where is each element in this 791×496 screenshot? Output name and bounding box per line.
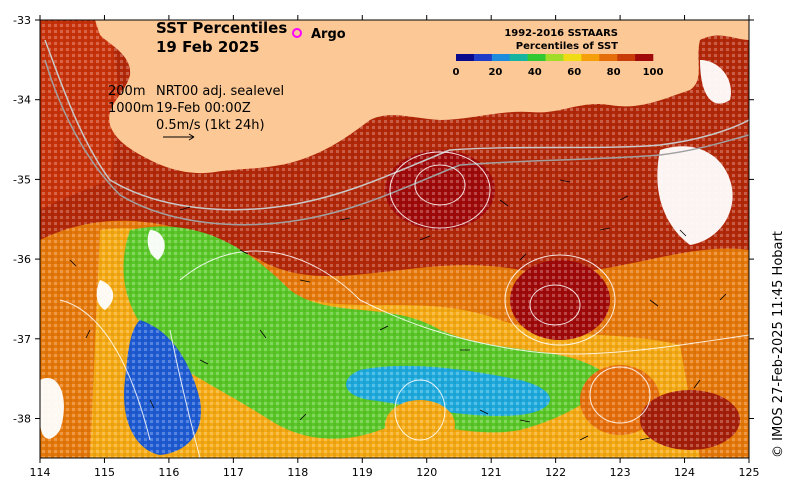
- colorbar-swatch: [527, 54, 546, 61]
- x-tick-label: 121: [481, 466, 502, 479]
- argo-marker-icon: [292, 28, 302, 38]
- plot-frame: [39, 19, 750, 459]
- x-tick-label: 123: [610, 466, 631, 479]
- colorbar-tick-label: 100: [643, 67, 664, 78]
- colorbar-swatch: [635, 54, 654, 61]
- y-tick-label: -37: [13, 333, 31, 346]
- x-axis: 114 115 116 117 118 119 120 121 122 123 124 125: [30, 15, 760, 479]
- legend-sealevel: NRT00 adj. sealevel: [156, 84, 284, 99]
- colorbar-tick-label: 20: [488, 67, 502, 78]
- y-axis: -33 -34 -35 -36 -37 -38: [13, 14, 754, 426]
- legend-time: 19-Feb 00:00Z: [156, 101, 251, 116]
- colorbar-tick-label: 40: [528, 67, 542, 78]
- argo-label: Argo: [311, 27, 346, 42]
- colorbar: 0 20 40 60 80 100: [453, 54, 664, 78]
- colorbar-title-1: 1992-2016 SSTAARS: [504, 28, 618, 39]
- x-tick-label: 120: [416, 466, 437, 479]
- sst-field: [40, 20, 749, 458]
- colorbar-swatch: [509, 54, 528, 61]
- colorbar-tick-label: 60: [567, 67, 581, 78]
- x-tick-label: 114: [30, 466, 51, 479]
- x-tick-label: 118: [287, 466, 308, 479]
- scale-arrow-icon: [163, 133, 195, 141]
- colorbar-swatch: [456, 54, 475, 61]
- cloud-gaps: [40, 60, 733, 439]
- x-tick-label: 119: [352, 466, 373, 479]
- y-tick-label: -35: [13, 173, 31, 186]
- credit-text: © IMOS 27-Feb-2025 11:45 Hobart: [771, 231, 786, 458]
- colorbar-swatch: [545, 54, 564, 61]
- x-tick-label: 117: [223, 466, 244, 479]
- colorbar-tick-label: 0: [453, 67, 460, 78]
- x-tick-label: 115: [94, 466, 115, 479]
- title-line2: 19 Feb 2025: [156, 38, 260, 56]
- colorbar-tick-label: 80: [607, 67, 621, 78]
- sealevel-contours: [59, 151, 749, 458]
- contour-200m: [44, 39, 749, 211]
- colorbar-swatch: [473, 54, 493, 61]
- colorbar-title-2: Percentiles of SST: [516, 41, 618, 52]
- x-tick-label: 116: [158, 466, 179, 479]
- x-tick-label: 122: [545, 466, 566, 479]
- x-tick-label: 124: [674, 466, 695, 479]
- title-line1: SST Percentiles: [156, 19, 287, 37]
- y-tick-label: -36: [13, 253, 31, 266]
- colorbar-swatch: [599, 54, 618, 61]
- y-tick-label: -38: [13, 413, 31, 426]
- current-arrows: [69, 179, 727, 441]
- legend-depth-200: 200m: [108, 84, 145, 99]
- x-tick-label: 125: [739, 466, 760, 479]
- colorbar-swatch: [581, 54, 600, 61]
- legend-depth-1000: 1000m: [108, 101, 154, 116]
- y-tick-label: -34: [13, 94, 31, 107]
- y-tick-label: -33: [13, 14, 31, 27]
- colorbar-swatch: [617, 54, 636, 61]
- legend-arrow-scale: 0.5m/s (1kt 24h): [156, 118, 265, 133]
- colorbar-swatch: [491, 54, 511, 61]
- colorbar-swatch: [563, 54, 582, 61]
- contour-1000m: [44, 59, 749, 226]
